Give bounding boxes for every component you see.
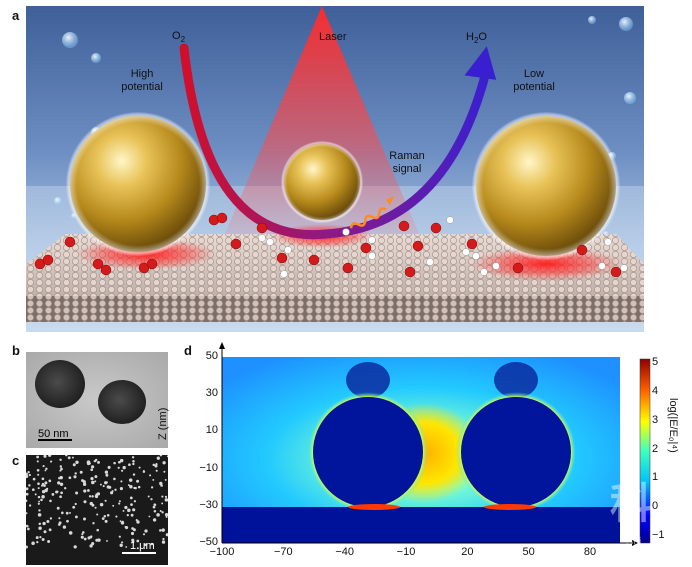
y-tick-label: 30 xyxy=(205,387,218,400)
panel-a-illustration xyxy=(26,6,644,332)
watermark-subtext: Sci xyxy=(626,536,642,548)
x-tick-label: −100 xyxy=(209,546,235,558)
colorbar-tick-label: 5 xyxy=(652,356,659,368)
panel-c-scale-bar-label: 1 μm xyxy=(130,540,155,552)
panel-c-letter: c xyxy=(12,453,20,468)
x-tick-label: 20 xyxy=(461,546,474,558)
y-tick-label: 10 xyxy=(205,424,218,437)
x-tick-label: −10 xyxy=(396,546,416,558)
colorbar-tick-label: 3 xyxy=(652,413,659,426)
molecules xyxy=(34,212,628,278)
gold-nanoparticle-center xyxy=(281,141,363,223)
x-tick-label: 50 xyxy=(522,546,535,558)
panel-b-tem-image xyxy=(26,352,168,448)
reaction-arc-arrow xyxy=(179,43,491,240)
y-tick-label: 50 xyxy=(205,350,218,362)
panel-b-letter: b xyxy=(12,343,20,358)
colorbar-tick-label: 0 xyxy=(652,500,659,513)
laser-cone xyxy=(224,6,420,236)
y-tick-label: −10 xyxy=(199,461,218,474)
x-tick-label: 80 xyxy=(583,546,597,558)
o2-label: O2 xyxy=(172,30,186,45)
panel-b-scale-bar-label: 50 nm xyxy=(38,428,69,440)
laser-label: Laser xyxy=(319,31,347,43)
y-tick-label: −50 xyxy=(199,536,218,548)
colorbar-tick-label: 2 xyxy=(652,442,659,455)
colorbar-tick-label: −1 xyxy=(652,529,665,541)
gold-nanoparticle-left xyxy=(66,112,210,256)
x-tick-label: −40 xyxy=(335,546,354,558)
colorbar-tick-label: 1 xyxy=(652,471,659,484)
panel-d-field-map xyxy=(219,342,651,546)
colorbar-tick-label: 4 xyxy=(652,384,659,397)
high-potential-label: High potential xyxy=(121,68,163,93)
gold-nanoparticle-right xyxy=(472,112,620,260)
colorbar-label: log(|E/E₀|⁴) xyxy=(667,398,679,453)
h2o-label: H2O xyxy=(466,31,487,46)
panel-d-letter: d xyxy=(184,343,192,358)
x-tick-label: −70 xyxy=(273,546,293,558)
panel-c-sem-image xyxy=(26,455,168,565)
low-potential-label: Low potential xyxy=(513,68,555,93)
panel-a-letter: a xyxy=(12,8,20,23)
raman-signal-label: Raman signal xyxy=(389,150,425,175)
raman-wave xyxy=(349,207,387,229)
watermark: 科 xyxy=(610,480,653,527)
y-axis-label: Z (nm) xyxy=(157,407,169,440)
y-tick-label: −30 xyxy=(199,498,218,511)
